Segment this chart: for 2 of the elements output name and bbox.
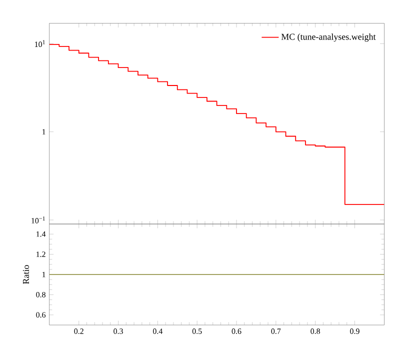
y-axis-title: Ratio — [22, 265, 29, 284]
legend-label: MC (tune-analyses.weight — [281, 34, 376, 42]
